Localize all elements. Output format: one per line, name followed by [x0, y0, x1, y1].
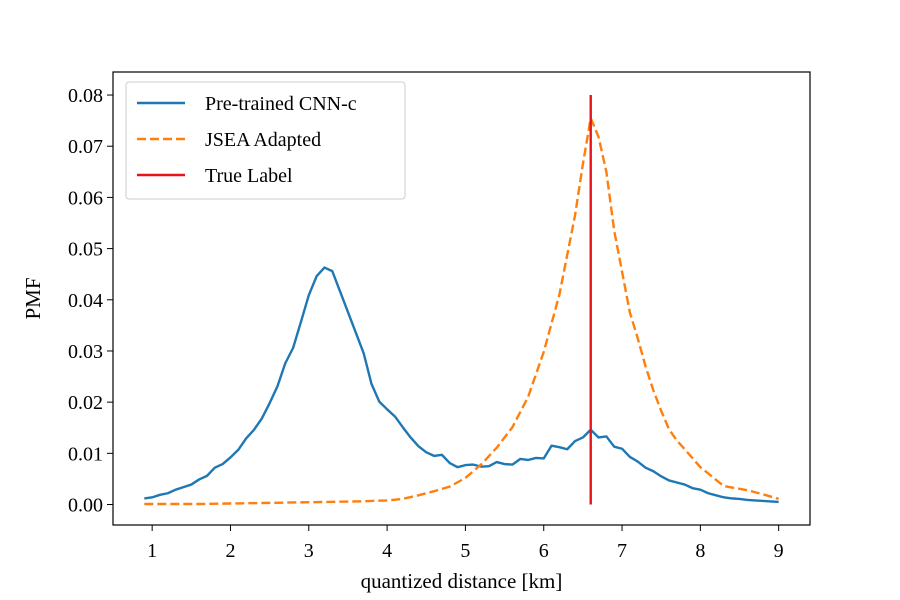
y-tick-label: 0.07: [68, 136, 103, 158]
axes-frame: [112, 71, 811, 526]
x-tick-label: 5: [460, 540, 470, 562]
series-jsea-adapted: [144, 116, 780, 506]
y-tick-label: 0.03: [68, 341, 103, 363]
y-tick-label: 0.01: [68, 443, 103, 465]
legend: Pre-trained CNN-c JSEA Adapted True Label: [125, 81, 406, 200]
y-tick-label: 0.02: [68, 392, 103, 414]
x-tick-label: 7: [617, 540, 627, 562]
legend-label-true-label: True Label: [205, 165, 293, 187]
y-axis: 0.00 0.01 0.02 0.03 0.04 0.05 0.06 0.07 0.08: [68, 85, 113, 517]
x-tick-label: 4: [382, 540, 392, 562]
legend-label-pre-trained-cnn-c: Pre-trained CNN-c: [205, 93, 357, 115]
series-pre-trained-cnn-c: [144, 266, 779, 504]
x-tick-label: 9: [774, 540, 784, 562]
legend-box: [125, 81, 406, 200]
x-tick-label: 2: [225, 540, 235, 562]
y-tick-label: 0.00: [68, 495, 103, 517]
x-tick-label: 8: [695, 540, 705, 562]
y-tick-label: 0.04: [68, 290, 103, 312]
plot-area: [144, 95, 780, 506]
x-tick-label: 3: [304, 540, 314, 562]
y-tick-label: 0.08: [68, 85, 103, 107]
x-axis-label: quantized distance [km]: [361, 569, 563, 593]
y-tick-label: 0.06: [68, 187, 103, 209]
x-tick-label: 1: [147, 540, 157, 562]
legend-label-jsea-adapted: JSEA Adapted: [205, 129, 321, 151]
y-tick-label: 0.05: [68, 239, 103, 261]
y-axis-label: PMF: [21, 277, 45, 319]
x-axis: 1 2 3 4 5 6 7 8 9: [147, 525, 784, 562]
x-tick-label: 6: [539, 540, 549, 562]
